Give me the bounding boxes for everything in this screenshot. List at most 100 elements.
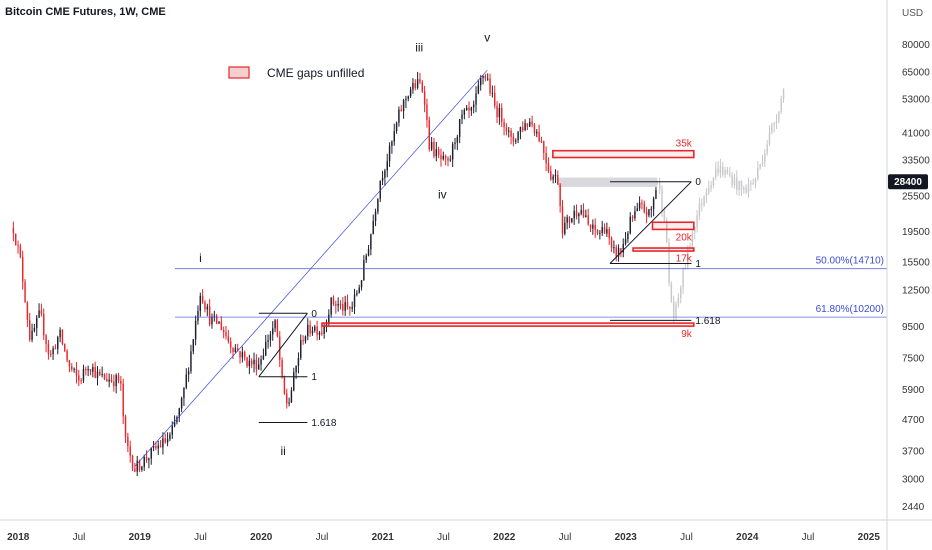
shaded-band-layer [557, 177, 658, 187]
candle [80, 380, 82, 382]
x-tick-label: 2022 [493, 532, 516, 543]
fib-retracement-label: 61.80%(10200) [816, 304, 884, 315]
candle [606, 229, 608, 234]
candle [257, 364, 260, 370]
projection-candle [658, 182, 661, 190]
candle [82, 368, 85, 381]
candle [475, 93, 477, 105]
y-tick-label: 19500 [902, 227, 930, 238]
candle [162, 438, 164, 448]
candle [407, 96, 409, 99]
x-tick-label: 2025 [858, 532, 881, 543]
candle [501, 107, 503, 122]
candle [493, 92, 496, 106]
candle [248, 360, 251, 367]
candle [101, 374, 103, 376]
projection-candle [672, 301, 675, 318]
candle [416, 79, 419, 88]
candle [300, 340, 302, 359]
candle [344, 302, 346, 311]
candle [482, 75, 484, 78]
trend-diagonal [609, 181, 692, 264]
candle [468, 107, 470, 111]
candle [365, 255, 367, 261]
candle [349, 306, 351, 309]
legend-swatch [228, 66, 250, 79]
candle [524, 123, 526, 131]
candle [433, 141, 435, 157]
candle [421, 82, 424, 92]
candle [316, 326, 318, 335]
candle [423, 91, 426, 105]
fib-extension-label: 1 [695, 259, 701, 270]
projection-candle [684, 267, 687, 269]
y-tick-label: 15500 [902, 257, 930, 268]
legend-label: CME gaps unfilled [267, 66, 364, 80]
candle [159, 445, 162, 448]
candle [323, 325, 325, 334]
candle [608, 229, 610, 239]
candle [463, 110, 466, 115]
projection-candle [731, 175, 733, 186]
projection-candle [687, 246, 689, 268]
candle [515, 140, 517, 142]
projection-candle [708, 188, 710, 193]
projection-candle [782, 88, 785, 99]
candle [353, 294, 356, 307]
candle [393, 131, 395, 142]
candle [295, 365, 297, 373]
candle [512, 136, 515, 142]
candle [272, 328, 274, 335]
candle [559, 184, 561, 206]
candle [437, 149, 440, 155]
candle [557, 174, 559, 185]
candle [592, 224, 594, 229]
candle [405, 98, 407, 101]
y-tick-label: 53000 [902, 95, 930, 106]
candle [550, 171, 552, 180]
projection-candle [698, 203, 701, 216]
y-tick-label: 3000 [902, 474, 925, 485]
candle [38, 310, 40, 318]
candle [269, 334, 272, 341]
candle [215, 315, 218, 324]
candle [538, 131, 540, 142]
candle [136, 460, 138, 472]
candle [477, 85, 480, 94]
y-tick-label: 4700 [902, 415, 925, 426]
candle [106, 379, 108, 382]
candle [19, 246, 22, 257]
candle [47, 344, 50, 354]
candle [391, 141, 393, 146]
candle [531, 121, 533, 125]
candle [533, 124, 536, 134]
candle [192, 339, 195, 352]
candle [206, 306, 209, 310]
candle [571, 218, 573, 223]
candle [575, 210, 578, 217]
candle [491, 92, 494, 94]
y-tick-label: 3700 [902, 447, 925, 458]
candle [222, 330, 225, 333]
projection-candle [712, 177, 715, 186]
fib-retracement-label: 50.00%(14710) [816, 256, 884, 267]
candle [213, 315, 216, 317]
projection-candle [771, 124, 773, 133]
candle [360, 280, 363, 288]
candle [190, 351, 192, 372]
candle [178, 408, 180, 418]
candle [103, 374, 106, 380]
candle [631, 216, 634, 219]
candle [26, 302, 29, 320]
wave-label: i [199, 251, 202, 265]
projection-candle [715, 168, 717, 178]
candle [540, 141, 543, 143]
candle [66, 350, 68, 361]
candle [250, 360, 253, 365]
candle [110, 379, 113, 382]
candle [255, 359, 258, 370]
candle [127, 436, 129, 447]
x-tick-label: Jul [559, 532, 572, 543]
projection-candle [663, 210, 666, 221]
